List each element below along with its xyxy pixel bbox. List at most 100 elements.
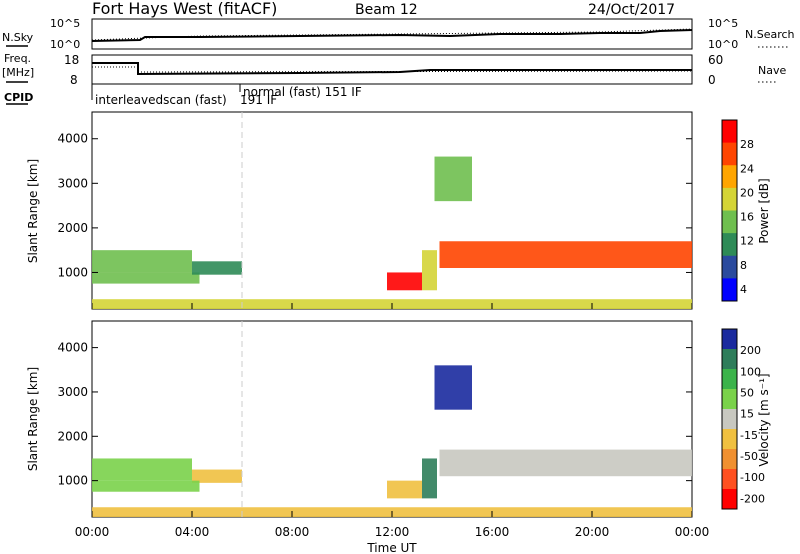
xaxis-label: Time UT bbox=[366, 541, 417, 554]
power-colorbar-tick-0: 28 bbox=[740, 138, 754, 151]
velocity-ytick-label-1: 3000 bbox=[57, 385, 88, 399]
power-colorbar-tick-2: 20 bbox=[740, 186, 754, 199]
freq-label-2: [MHz] bbox=[2, 66, 34, 79]
velocity-colorbar-label: Velocity [m s⁻¹] bbox=[757, 373, 771, 466]
power-colorbar-label: Power [dB] bbox=[757, 178, 771, 243]
power-region-6 bbox=[439, 241, 692, 268]
velocity-ytick-label-2: 2000 bbox=[57, 429, 88, 443]
xtick-label-6: 00:00 bbox=[675, 525, 710, 539]
power-region-4 bbox=[422, 250, 437, 291]
power-colorbar-swatch-3 bbox=[722, 187, 737, 211]
velocity-colorbar-swatch-1 bbox=[722, 349, 737, 370]
velocity-region-0 bbox=[92, 458, 192, 481]
velocity-region-3 bbox=[387, 480, 422, 499]
power-colorbar-swatch-4 bbox=[722, 210, 737, 234]
power-colorbar-swatch-2 bbox=[722, 165, 737, 189]
nsky-left-tick-bottom: 10^0 bbox=[50, 38, 80, 51]
nsky-trace bbox=[91, 29, 693, 42]
xtick-label-2: 08:00 bbox=[275, 525, 310, 539]
power-panel: 4000 3000 2000 1000 Slant Range [km] bbox=[26, 111, 693, 310]
nsky-right-tick-bottom: 10^0 bbox=[708, 38, 738, 51]
nsearch-trace bbox=[91, 28, 693, 41]
freq-label-1: Freq. bbox=[4, 52, 31, 65]
power-colorbar-swatch-7 bbox=[722, 278, 737, 302]
velocity-colorbar-swatch-8 bbox=[722, 489, 737, 510]
power-ytick-label-2: 2000 bbox=[57, 221, 88, 235]
xtick-label-0: 00:00 bbox=[75, 525, 110, 539]
cpid-seg-191: 191 IF bbox=[240, 93, 277, 107]
freq-trace bbox=[92, 62, 692, 76]
velocity-region-4 bbox=[422, 458, 437, 499]
beam-title: Beam 12 bbox=[355, 2, 418, 18]
power-region-0 bbox=[92, 250, 192, 273]
nave-trace bbox=[92, 66, 693, 73]
nsky-label: N.Sky bbox=[2, 31, 34, 44]
velocity-region-1 bbox=[192, 469, 242, 483]
power-ytick-label-3: 1000 bbox=[57, 265, 88, 279]
power-region-3 bbox=[387, 272, 422, 291]
velocity-ytick-label-0: 4000 bbox=[57, 341, 88, 355]
xtick-label-5: 20:00 bbox=[575, 525, 610, 539]
power-colorbar-tick-4: 12 bbox=[740, 235, 754, 248]
velocity-colorbar-tick-0: 200 bbox=[740, 344, 761, 357]
power-colorbar-swatch-5 bbox=[722, 233, 737, 257]
velocity-colorbar-swatch-4 bbox=[722, 409, 737, 430]
velocity-region-2 bbox=[92, 480, 200, 492]
power-colorbar-swatch-0 bbox=[722, 120, 737, 144]
xtick-label-3: 12:00 bbox=[375, 525, 410, 539]
nave-label: Nave bbox=[758, 64, 786, 77]
power-ytick-label-0: 4000 bbox=[57, 132, 88, 146]
velocity-colorbar-swatch-0 bbox=[722, 329, 737, 350]
nave-right-tick-bottom: 0 bbox=[708, 73, 716, 87]
velocity-panel: 4000 3000 2000 1000 Slant Range [km] bbox=[26, 320, 693, 518]
power-ytick-label-1: 3000 bbox=[57, 176, 88, 190]
velocity-colorbar-tick-4: -15 bbox=[740, 429, 758, 442]
power-colorbar-frame bbox=[721, 119, 738, 302]
power-colorbar-tick-6: 4 bbox=[740, 283, 747, 296]
power-region-5 bbox=[434, 156, 472, 202]
velocity-colorbar-tick-2: 50 bbox=[740, 387, 754, 400]
power-colorbar: 28 24 20 16 12 8 4 bbox=[721, 119, 754, 302]
velocity-colorbar-tick-3: 15 bbox=[740, 408, 754, 421]
velocity-colorbar-tick-7: -200 bbox=[740, 492, 765, 505]
velocity-axis: 4000 3000 2000 1000 bbox=[57, 341, 692, 488]
cpid-label: CPID bbox=[4, 91, 33, 104]
velocity-region-5 bbox=[434, 365, 472, 410]
freq-left-tick-top: 18 bbox=[64, 53, 79, 67]
xtick-label-1: 04:00 bbox=[175, 525, 210, 539]
nsky-right-tick-top: 10^5 bbox=[708, 17, 738, 30]
power-ylabel: Slant Range [km] bbox=[26, 159, 40, 263]
power-region-2 bbox=[192, 261, 242, 275]
freq-left-tick-bottom: 8 bbox=[70, 73, 78, 87]
velocity-colorbar-tick-6: -100 bbox=[740, 471, 765, 484]
velocity-ytick-label-3: 1000 bbox=[57, 474, 88, 488]
velocity-colorbar: 200 100 50 15 -15 -50 -100 -200 bbox=[721, 328, 765, 510]
station-title: Fort Hays West (fitACF) bbox=[92, 0, 277, 18]
power-region-1 bbox=[92, 272, 200, 284]
velocity-colorbar-frame bbox=[721, 328, 738, 510]
xtick-label-4: 16:00 bbox=[475, 525, 510, 539]
power-colorbar-tick-5: 8 bbox=[740, 259, 747, 272]
velocity-colorbar-swatch-5 bbox=[722, 429, 737, 450]
nave-right-tick-top: 60 bbox=[708, 53, 723, 67]
power-colorbar-swatch-1 bbox=[722, 142, 737, 166]
date-title: 24/Oct/2017 bbox=[588, 2, 675, 18]
power-colorbar-swatch-6 bbox=[722, 255, 737, 279]
velocity-colorbar-tick-1: 100 bbox=[740, 365, 761, 378]
velocity-region-6 bbox=[439, 449, 692, 477]
power-colorbar-tick-3: 16 bbox=[740, 211, 754, 224]
power-axis: 4000 3000 2000 1000 bbox=[57, 132, 692, 279]
nsky-left-tick-top: 10^5 bbox=[50, 17, 80, 30]
velocity-colorbar-swatch-2 bbox=[722, 369, 737, 390]
velocity-colorbar-swatch-6 bbox=[722, 449, 737, 470]
cpid-seg-interleaved: interleavedscan (fast) bbox=[95, 93, 227, 107]
cpid-seg-normal: normal (fast) 151 IF bbox=[243, 85, 362, 99]
nsky-panel-frame bbox=[91, 18, 693, 50]
velocity-ylabel: Slant Range [km] bbox=[26, 367, 40, 471]
velocity-colorbar-tick-5: -50 bbox=[740, 450, 758, 463]
velocity-colorbar-swatch-7 bbox=[722, 469, 737, 490]
nsearch-label: N.Search bbox=[745, 28, 795, 41]
power-colorbar-tick-1: 24 bbox=[740, 162, 754, 175]
velocity-colorbar-swatch-3 bbox=[722, 389, 737, 410]
